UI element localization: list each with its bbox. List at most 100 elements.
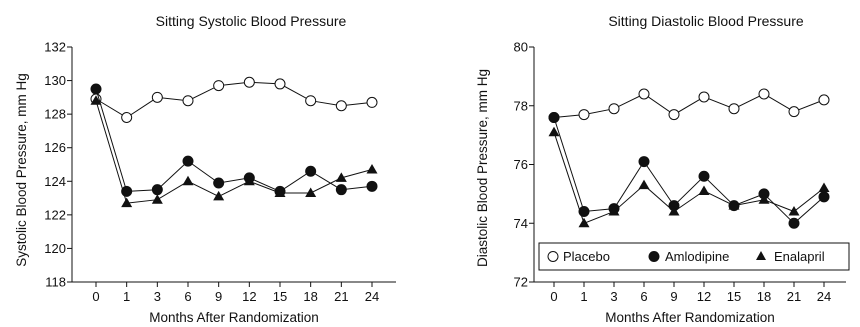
systolic-enalapril-point	[243, 175, 255, 186]
diastolic-placebo-point	[698, 91, 710, 103]
systolic-placebo-line	[95, 81, 373, 119]
diastolic-enalapril-point	[698, 185, 710, 195]
systolic-y-tick-label: 124	[44, 174, 66, 189]
systolic-y-tick-label: 128	[44, 107, 66, 122]
diastolic-x-tick-label: 0	[550, 289, 557, 304]
diastolic-placebo-point	[608, 103, 620, 115]
systolic-x-axis-label: Months After Randomization	[149, 310, 319, 325]
legend-placebo-label: Placebo	[563, 249, 610, 264]
diastolic-x-tick-label: 3	[610, 289, 617, 304]
systolic-x-tick-label: 3	[154, 289, 161, 304]
diastolic-placebo-point	[788, 106, 800, 118]
systolic-x-tick-label: 0	[92, 289, 99, 304]
legend-enalapril-marker	[756, 251, 766, 260]
systolic-placebo-point	[121, 112, 133, 123]
systolic-y-tick-label: 132	[44, 40, 66, 55]
systolic-enalapril-point	[366, 164, 378, 174]
diastolic-enalapril-point	[548, 126, 560, 137]
systolic-enalapril-point	[213, 190, 225, 201]
diastolic-x-tick-label: 21	[787, 289, 801, 304]
diastolic-y-tick-label: 78	[514, 98, 528, 113]
systolic-placebo-point	[213, 80, 225, 92]
systolic-amlodipine-point	[213, 177, 225, 189]
systolic-placebo-point	[151, 91, 163, 103]
diastolic-x-tick-label: 12	[697, 289, 711, 304]
systolic-enalapril-point	[90, 95, 102, 105]
diastolic-placebo-line	[553, 93, 825, 118]
diastolic-amlodipine-point	[788, 217, 800, 229]
diastolic-enalapril-point	[728, 200, 740, 210]
diastolic-enalapril-point	[788, 206, 800, 216]
systolic-placebo-point	[243, 76, 255, 88]
diastolic-y-tick-label: 76	[514, 157, 528, 172]
diastolic-placebo-point	[668, 109, 680, 121]
systolic-placebo-point	[305, 95, 317, 107]
systolic-amlodipine-point	[366, 180, 378, 192]
diastolic-y-axis-label: Diastolic Blood Pressure, mm Hg	[475, 69, 490, 267]
diastolic-y-tick-label: 74	[514, 216, 528, 231]
systolic-x-tick-label: 6	[184, 289, 191, 304]
systolic-amlodipine-point	[335, 184, 347, 196]
systolic-placebo-point	[274, 78, 286, 90]
systolic-x-tick-label: 15	[273, 289, 287, 304]
systolic-placebo-point	[335, 100, 347, 112]
systolic-enalapril-point	[121, 197, 133, 208]
systolic-y-tick-label: 126	[44, 140, 66, 155]
diastolic-amlodipine-point	[698, 170, 710, 182]
diastolic-x-tick-label: 24	[817, 289, 831, 304]
diastolic-y-tick-label: 80	[514, 40, 528, 55]
systolic-x-tick-label: 21	[334, 289, 348, 304]
systolic-y-axis-label: Systolic Blood Pressure, mm Hg	[14, 73, 29, 267]
diastolic-enalapril-point	[638, 179, 650, 190]
diastolic-enalapril-point	[818, 182, 830, 192]
legend: Placebo Amlodipine Enalapril	[538, 242, 850, 271]
diastolic-x-tick-label: 6	[640, 289, 647, 304]
systolic-amlodipine-point	[305, 165, 317, 177]
systolic-y-tick-label: 130	[44, 73, 66, 88]
legend-amlodipine-marker	[648, 251, 660, 262]
systolic-x-tick-label: 1	[123, 289, 130, 304]
diastolic-placebo-point	[758, 88, 770, 100]
systolic-enalapril-point	[335, 172, 347, 182]
diastolic-enalapril-point	[668, 206, 680, 216]
diastolic-enalapril-point	[608, 206, 620, 216]
systolic-x-tick-label: 24	[365, 289, 379, 304]
systolic-enalapril-point	[151, 194, 163, 204]
diastolic-placebo-point	[578, 109, 590, 121]
systolic-enalapril-point	[305, 187, 317, 198]
diastolic-placebo-point	[818, 94, 830, 106]
systolic-enalapril-point	[182, 175, 194, 186]
diastolic-x-tick-label: 1	[580, 289, 587, 304]
diastolic-amlodipine-point	[548, 112, 560, 123]
legend-box	[538, 242, 850, 271]
systolic-placebo-point	[182, 95, 194, 107]
diastolic-chart: Sitting Diastolic Blood Pressure Months …	[475, 13, 850, 325]
legend-enalapril-label: Enalapril	[774, 249, 825, 264]
diastolic-enalapril-line	[553, 132, 825, 224]
diastolic-enalapril-point	[578, 217, 590, 228]
diastolic-placebo-point	[638, 88, 650, 100]
systolic-x-tick-label: 18	[303, 289, 317, 304]
diastolic-placebo-point	[728, 103, 740, 115]
systolic-x-tick-label: 12	[242, 289, 256, 304]
systolic-amlodipine-point	[90, 83, 102, 95]
diastolic-amlodipine-line	[553, 117, 825, 224]
diastolic-x-tick-label: 15	[727, 289, 741, 304]
systolic-y-tick-label: 120	[44, 241, 66, 256]
diastolic-amlodipine-point	[818, 191, 830, 203]
legend-placebo-marker	[547, 251, 559, 262]
systolic-y-tick-label: 118	[45, 275, 66, 290]
diastolic-y-tick-label: 72	[514, 275, 528, 290]
systolic-enalapril-line	[95, 100, 373, 204]
diastolic-enalapril-point	[758, 194, 770, 204]
systolic-y-tick-label: 122	[44, 207, 66, 222]
systolic-x-tick-label: 9	[215, 289, 222, 304]
diastolic-amlodipine-point	[578, 206, 590, 217]
diastolic-x-tick-label: 9	[670, 289, 677, 304]
diastolic-amlodipine-point	[638, 156, 650, 168]
systolic-enalapril-point	[274, 187, 286, 198]
systolic-chart-title: Sitting Systolic Blood Pressure	[156, 13, 347, 29]
diastolic-x-axis-label: Months After Randomization	[605, 310, 775, 325]
systolic-amlodipine-point	[151, 184, 163, 196]
